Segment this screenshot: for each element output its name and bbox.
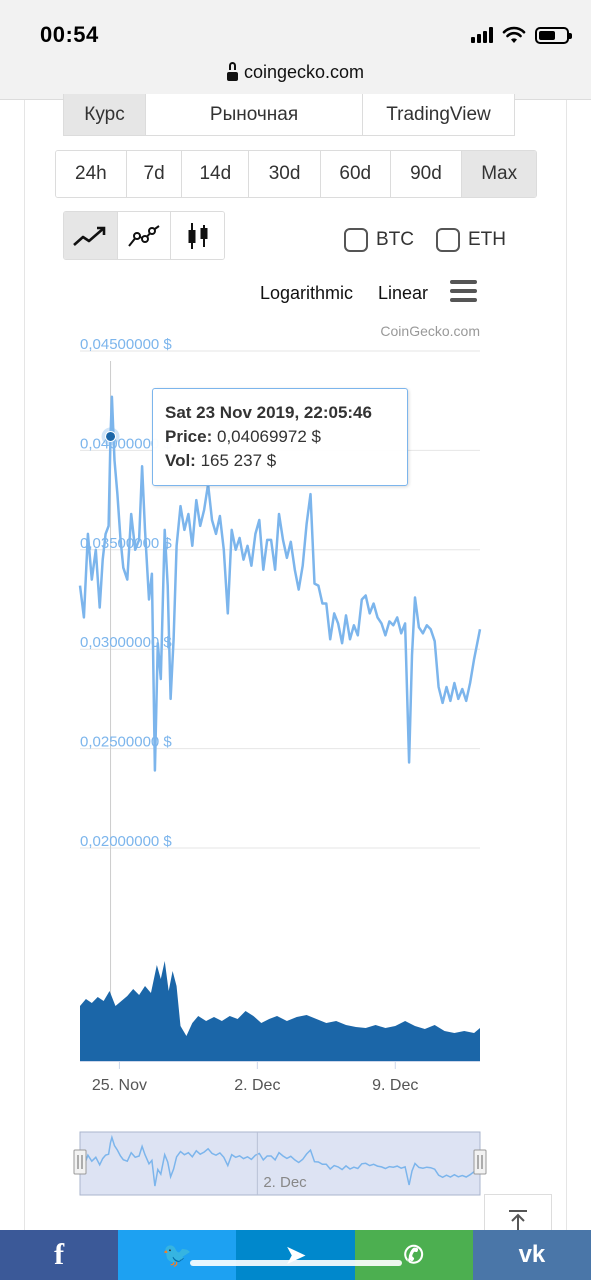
tooltip-date: Sat 23 Nov 2019, 22:05:46: [165, 403, 372, 422]
tooltip-vol-label: Vol:: [165, 451, 196, 470]
range-30d[interactable]: 30d: [249, 151, 321, 197]
lock-icon: [226, 62, 238, 81]
candlestick-icon: [188, 222, 208, 249]
range-60d[interactable]: 60d: [320, 151, 391, 197]
points-chart-button[interactable]: [117, 212, 172, 259]
x-tick-label: 2. Dec: [234, 1077, 280, 1094]
share-telegram-button[interactable]: ➤: [236, 1230, 355, 1280]
range-max[interactable]: Max: [462, 151, 536, 197]
url-text: coingecko.com: [243, 62, 365, 82]
candlestick-button[interactable]: [171, 212, 224, 259]
y-tick-label: 0,03000000 $: [80, 634, 172, 651]
points-chart-icon: [128, 224, 160, 247]
tab-price[interactable]: Курс: [64, 94, 146, 135]
range-14d[interactable]: 14d: [182, 151, 250, 197]
wifi-icon: [502, 26, 526, 43]
range-7d[interactable]: 7d: [126, 151, 183, 197]
price-series: [78, 395, 482, 772]
compare-btc[interactable]: BTC: [344, 228, 414, 252]
battery-icon: [535, 26, 572, 44]
status-time: 00:54: [40, 22, 99, 47]
share-bar: f 🐦 ➤ ✆ vk: [0, 1230, 591, 1280]
btc-label: BTC: [376, 229, 414, 250]
eth-checkbox[interactable]: [436, 228, 460, 252]
price-chart[interactable]: 0,04500000 $ 0,04000000 $ 0,03500000 $ 0,03…: [0, 310, 591, 1210]
compare-eth[interactable]: ETH: [436, 228, 506, 252]
linear-toggle[interactable]: Linear: [378, 283, 429, 303]
eth-label: ETH: [468, 229, 506, 250]
browser-chrome: 00:54 coingecko.com: [0, 0, 591, 100]
arrow-up-icon: [509, 1210, 527, 1230]
status-icons: [471, 26, 572, 44]
share-vk-button[interactable]: vk: [472, 1230, 591, 1280]
home-indicator: [190, 1260, 402, 1266]
navigator-left-handle[interactable]: [73, 1149, 87, 1175]
x-tick-label: 25. Nov: [92, 1077, 147, 1094]
line-chart-button[interactable]: [64, 212, 118, 259]
range-selector: 24h 7d 14d 30d 60d 90d Max: [55, 150, 537, 198]
whatsapp-icon: ✆: [403, 1241, 424, 1269]
handle-body: [473, 1149, 487, 1175]
chart-tooltip: Sat 23 Nov 2019, 22:05:46 Price: 0,04069…: [152, 388, 408, 486]
volume-series: [80, 961, 480, 1061]
share-twitter-button[interactable]: 🐦: [118, 1230, 237, 1280]
signal-icon: [471, 27, 493, 43]
tab-tradingview[interactable]: TradingView: [363, 94, 514, 135]
tooltip-price-label: Price:: [165, 427, 213, 446]
twitter-icon: 🐦: [162, 1241, 193, 1269]
y-tick-label: 0,02000000 $: [80, 833, 172, 850]
navigator-series: [79, 1134, 481, 1187]
range-90d[interactable]: 90d: [390, 151, 463, 197]
line-chart-icon: [73, 226, 106, 246]
navigator-right-handle[interactable]: [473, 1149, 487, 1175]
navigator-window: [79, 1131, 481, 1196]
btc-checkbox[interactable]: [344, 228, 368, 252]
vk-icon: vk: [518, 1241, 546, 1268]
range-24h[interactable]: 24h: [56, 151, 127, 197]
tooltip-vol-value: 165 237 $: [200, 451, 277, 470]
facebook-icon: f: [54, 1238, 65, 1271]
hamburger-menu-icon[interactable]: [450, 280, 477, 302]
y-tick-label: 0,04500000 $: [80, 336, 172, 353]
handle-body: [73, 1149, 87, 1175]
tab-market-cap[interactable]: Рыночная: [146, 94, 363, 135]
chart-tabs: Курс Рыночная TradingView: [63, 94, 515, 136]
y-tick-label: 0,04000000 $: [80, 435, 172, 452]
hover-marker: [105, 430, 117, 442]
address-bar[interactable]: coingecko.com: [0, 62, 591, 83]
y-tick-label: 0,02500000 $: [80, 734, 172, 751]
chart-credit[interactable]: CoinGecko.com: [380, 323, 480, 339]
logarithmic-toggle[interactable]: Logarithmic: [260, 283, 354, 303]
share-whatsapp-button[interactable]: ✆: [354, 1230, 473, 1280]
content-frame: [24, 100, 567, 1230]
tooltip-price-value: 0,04069972 $: [216, 427, 321, 446]
navigator-tick-label: 2. Dec: [263, 1174, 307, 1191]
x-tick-label: 9. Dec: [372, 1077, 418, 1094]
chart-type-selector: [63, 211, 225, 260]
back-to-top-button[interactable]: [484, 1194, 552, 1234]
y-tick-label: 0,03500000 $: [80, 535, 172, 552]
share-facebook-button[interactable]: f: [0, 1230, 119, 1280]
